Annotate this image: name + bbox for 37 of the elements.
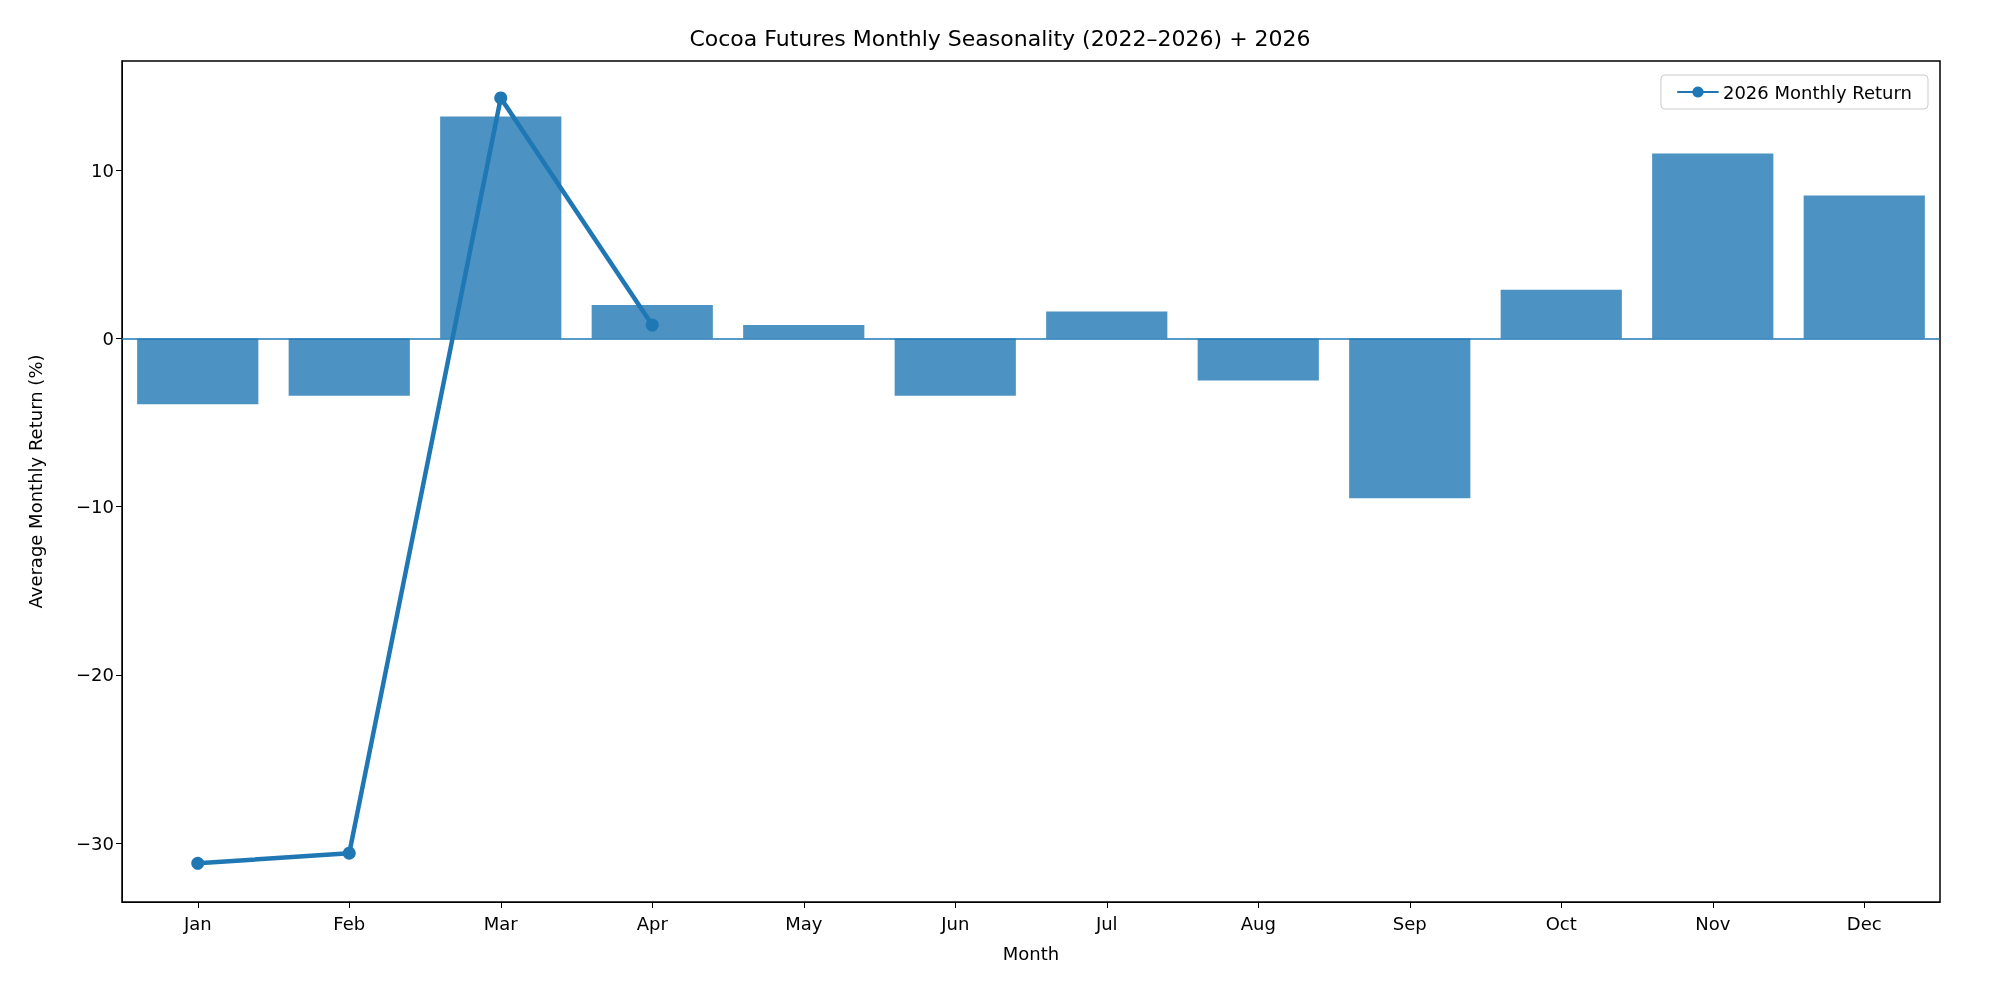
y-tick-label: 10: [91, 159, 114, 181]
x-tick-label: Apr: [636, 912, 669, 934]
point: [342, 846, 356, 860]
x-tick-label: Nov: [1695, 912, 1731, 934]
y-tick-label: −10: [76, 496, 114, 518]
bar: [894, 338, 1016, 396]
y-axis-title: Average Monthly Return (%): [24, 354, 46, 609]
bar: [288, 338, 410, 396]
x-axis-title: Month: [1002, 942, 1060, 964]
x-tick-label: Jul: [1094, 912, 1118, 934]
bar: [1803, 195, 1925, 339]
x-tick-label: Jun: [940, 912, 970, 934]
x-tick-label: Jan: [182, 912, 212, 934]
x-tick-label: Aug: [1240, 912, 1276, 934]
x-tick-label: Sep: [1392, 912, 1427, 934]
bar: [1652, 153, 1774, 339]
legend-label: 2026 Monthly Return: [1722, 81, 1913, 103]
x-tick-label: May: [785, 912, 823, 934]
x-tick-label: Mar: [483, 912, 519, 934]
chart-title: Cocoa Futures Monthly Seasonality (2022–2026) + 2026: [689, 25, 1311, 51]
point: [191, 856, 205, 870]
bar: [440, 116, 562, 339]
bar: [1349, 338, 1471, 499]
y-tick-label: 0: [102, 328, 114, 350]
point: [494, 91, 508, 105]
bar: [743, 325, 865, 339]
x-tick-label: Dec: [1846, 912, 1882, 934]
bar: [1500, 289, 1622, 339]
y-tick-label: −20: [76, 664, 114, 686]
bar: [137, 338, 259, 405]
bar: [591, 304, 713, 339]
point: [645, 318, 659, 332]
bar: [1046, 311, 1168, 339]
x-tick-label: Feb: [333, 912, 366, 934]
bar: [1197, 338, 1319, 381]
x-tick-label: Oct: [1545, 912, 1577, 934]
y-tick-label: −30: [76, 832, 114, 854]
